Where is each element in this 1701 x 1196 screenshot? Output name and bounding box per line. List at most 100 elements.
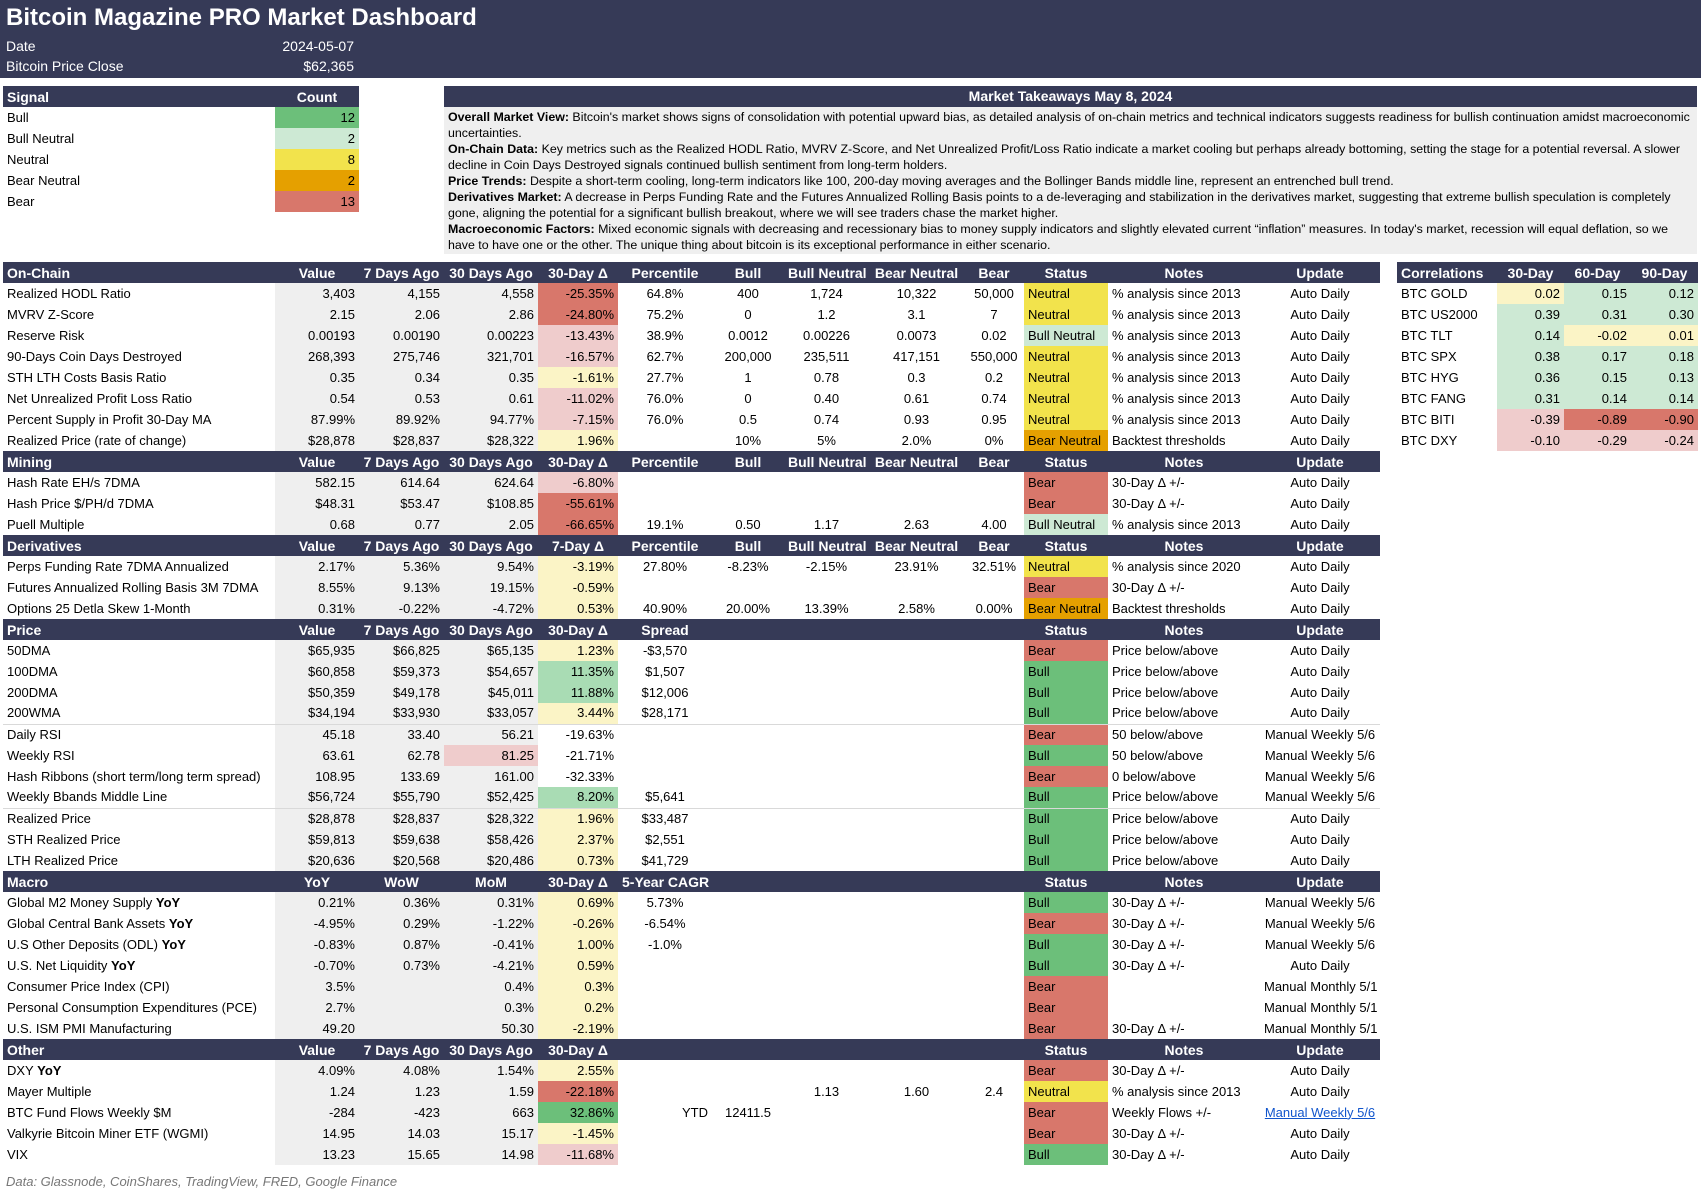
metric-update-text: Auto Daily (1290, 432, 1350, 448)
metric-update: Manual Weekly 5/6 (1260, 934, 1380, 955)
correlation-pair: BTC FANG (1401, 390, 1467, 406)
status-badge: Bear (1024, 766, 1108, 787)
correlation-value: -0.24 (1631, 430, 1698, 451)
section-header-cell: Value (275, 1039, 359, 1060)
correlation-pair: BTC SPX (1401, 348, 1457, 364)
threshold-bear-neutral: 0.61 (869, 388, 964, 409)
metric-30d: 1.54% (444, 1060, 538, 1081)
metric-notes: 30-Day Δ +/- (1108, 892, 1260, 913)
section-header-cell: Update (1260, 262, 1380, 283)
correlation-pair: BTC TLT (1401, 327, 1453, 343)
threshold-bear-neutral: 417,151 (869, 346, 964, 367)
threshold-bull-neutral-text: 0.74 (813, 411, 840, 427)
metric-update: Manual Weekly 5/6 (1260, 723, 1380, 745)
threshold-bull-neutral-text: 0.40 (813, 390, 840, 406)
threshold-bear (964, 934, 1024, 955)
status-badge-text: Bull (1028, 936, 1050, 952)
metric-suffix: YoY (111, 957, 136, 973)
metric-30d: 19.15% (444, 577, 538, 598)
status-badge-text: Bear (1028, 915, 1056, 931)
metric-7d-text: 9.13% (403, 579, 440, 595)
metric-30d-text: 81.25 (501, 747, 534, 763)
threshold-bull-neutral (784, 661, 869, 682)
metric-30d: 0.4% (444, 976, 538, 997)
metric-name: Realized Price (rate of change) (3, 430, 275, 451)
threshold-bear-neutral-text: 0.0073 (896, 327, 937, 343)
correlation-value: 0.36 (1497, 367, 1564, 388)
threshold-bull (712, 787, 784, 808)
threshold-bear: 4.00 (964, 514, 1024, 535)
metric-value-text: $20,636 (308, 852, 355, 868)
metric-value: 13.23 (275, 1144, 359, 1165)
metric-name: Global Central Bank Assets YoY (3, 913, 275, 934)
metric-name: Options 25 Detla Skew 1-Month (3, 598, 275, 619)
threshold-bear-neutral (869, 934, 964, 955)
threshold-bull-neutral-text: 1.17 (813, 516, 840, 532)
metric-update-text: Manual Weekly 5/6 (1264, 789, 1376, 805)
status-badge: Bull (1024, 787, 1108, 808)
threshold-bull (712, 1123, 784, 1144)
metric-notes: 0 below/above (1108, 766, 1260, 787)
metric-row: Global Central Bank Assets YoY -4.95% 0.29… (3, 913, 1380, 934)
threshold-bull (712, 1144, 784, 1165)
status-badge: Neutral (1024, 367, 1108, 388)
section-header-cell (784, 1039, 869, 1060)
metric-update-text: Manual Monthly 5/1 (1264, 1020, 1378, 1036)
metric-update: Manual Weekly 5/6 (1260, 766, 1380, 787)
section-header-cell: Bear (964, 535, 1024, 556)
metric-value-text: $48.31 (315, 495, 355, 511)
metric-row: Weekly RSI 63.61 62.78 81.25 -21.71% Bull 50 b… (3, 745, 1380, 766)
metric-delta: 1.96% (538, 430, 618, 451)
metric-percentile-text: YTD (682, 1104, 708, 1120)
threshold-bear (964, 1060, 1024, 1081)
metric-update-text: Auto Daily (1290, 1146, 1350, 1162)
section-header-cell: Status (1024, 535, 1108, 556)
metric-update-text: Auto Daily (1290, 1062, 1350, 1078)
metric-update-text: Auto Daily (1290, 1125, 1350, 1141)
date-value: 2024-05-07 (282, 38, 354, 54)
metric-7d: $49,178 (359, 682, 444, 703)
metric-30d: -1.22% (444, 913, 538, 934)
metric-30d-text: 50.30 (501, 1020, 534, 1036)
threshold-bear-neutral (869, 1102, 964, 1123)
metric-name: Puell Multiple (3, 514, 275, 535)
metric-7d: $28,837 (359, 430, 444, 451)
metric-row: Personal Consumption Expenditures (PCE) 2… (3, 997, 1380, 1018)
threshold-bear-neutral (869, 955, 964, 976)
update-link[interactable]: Manual Weekly 5/6 (1264, 1104, 1376, 1120)
section-header-cell: Notes (1108, 535, 1260, 556)
metric-update: Auto Daily (1260, 682, 1380, 703)
metric-7d-text: 0.29% (403, 915, 440, 931)
metric-row: U.S Other Deposits (ODL) YoY -0.83% 0.87% -… (3, 934, 1380, 955)
section-header-cell: Percentile (618, 451, 712, 472)
section-header-cell: Bear Neutral (869, 535, 964, 556)
threshold-bear (964, 723, 1024, 745)
metric-update-text: Manual Weekly 5/6 (1264, 747, 1376, 763)
correlation-value: 0.15 (1564, 283, 1631, 304)
metric-name-text: Perps Funding Rate 7DMA Annualized (7, 558, 229, 574)
metric-30d-text: $33,057 (487, 705, 534, 721)
threshold-bull-neutral-text: 1.13 (813, 1083, 840, 1099)
metric-name: Realized HODL Ratio (3, 283, 275, 304)
metric-suffix: YoY (168, 915, 194, 931)
metric-notes-text: Price below/above (1112, 663, 1219, 679)
section-header-cell: Bear Neutral (869, 262, 964, 283)
metric-value-text: 0.35 (329, 369, 355, 385)
metric-name-text: Net Unrealized Profit Loss Ratio (7, 390, 192, 406)
threshold-bull: 1 (712, 367, 784, 388)
metric-value-text: 49.20 (322, 1020, 355, 1036)
metric-update: Manual Monthly 5/1 (1260, 997, 1380, 1018)
metric-30d: 9.54% (444, 556, 538, 577)
metric-update-text: Manual Weekly 5/6 (1264, 936, 1376, 952)
metric-update: Auto Daily (1260, 1060, 1380, 1081)
metric-value-text: 4.09% (318, 1062, 355, 1078)
status-badge: Bull Neutral (1024, 514, 1108, 535)
section-header-cell: 30-Day Δ (538, 619, 618, 640)
status-badge-text: Bear Neutral (1028, 432, 1101, 448)
metric-update: Auto Daily (1260, 807, 1380, 829)
threshold-bear (964, 577, 1024, 598)
threshold-bull-text: 10% (734, 432, 762, 448)
metric-name: U.S. Net Liquidity YoY (3, 955, 275, 976)
signal-row: Bull 12 (3, 107, 359, 128)
metric-30d-text: -4.72% (492, 600, 534, 616)
